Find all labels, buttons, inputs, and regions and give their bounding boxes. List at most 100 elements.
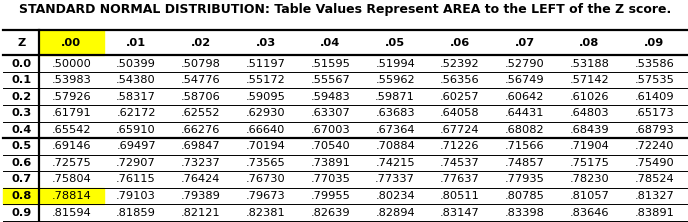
- Text: 0.2: 0.2: [11, 92, 31, 102]
- Text: .62930: .62930: [246, 108, 286, 118]
- Text: .71226: .71226: [440, 141, 480, 151]
- Text: .78230: .78230: [570, 174, 610, 184]
- Text: .70194: .70194: [246, 141, 286, 151]
- Text: .62552: .62552: [181, 108, 221, 118]
- Text: .64431: .64431: [505, 108, 544, 118]
- Text: 0.8: 0.8: [11, 191, 32, 201]
- Text: .81859: .81859: [116, 208, 156, 218]
- Text: .65542: .65542: [52, 125, 91, 135]
- Text: .66640: .66640: [246, 125, 286, 135]
- Text: .52790: .52790: [505, 59, 545, 69]
- Text: .57926: .57926: [52, 92, 92, 102]
- Text: .70540: .70540: [310, 141, 350, 151]
- Text: .01: .01: [126, 38, 146, 48]
- Text: .53983: .53983: [52, 75, 92, 85]
- Text: .75175: .75175: [570, 158, 610, 168]
- Text: .62172: .62172: [116, 108, 156, 118]
- Text: .59095: .59095: [246, 92, 286, 102]
- Text: .83147: .83147: [440, 208, 480, 218]
- Text: .55172: .55172: [246, 75, 286, 85]
- Text: .60642: .60642: [505, 92, 544, 102]
- Text: 0.0: 0.0: [11, 59, 31, 69]
- Text: .56749: .56749: [505, 75, 544, 85]
- Text: .61026: .61026: [570, 92, 610, 102]
- Text: 0.9: 0.9: [11, 208, 32, 218]
- Text: .50000: .50000: [52, 59, 92, 69]
- Text: .79673: .79673: [246, 191, 286, 201]
- Text: .68439: .68439: [570, 125, 610, 135]
- Text: .58706: .58706: [181, 92, 221, 102]
- Text: .80234: .80234: [376, 191, 415, 201]
- Text: .58317: .58317: [116, 92, 156, 102]
- Text: .06: .06: [450, 38, 470, 48]
- Text: .61409: .61409: [634, 92, 674, 102]
- Text: .74537: .74537: [440, 158, 480, 168]
- Text: .07: .07: [515, 38, 535, 48]
- Text: .80511: .80511: [440, 191, 480, 201]
- Text: 0.5: 0.5: [11, 141, 31, 151]
- Text: .76115: .76115: [116, 174, 156, 184]
- Text: .59871: .59871: [375, 92, 415, 102]
- Text: .81057: .81057: [570, 191, 610, 201]
- Text: .73891: .73891: [310, 158, 350, 168]
- Text: 0.1: 0.1: [11, 75, 31, 85]
- Text: .05: .05: [385, 38, 405, 48]
- Text: .65910: .65910: [116, 125, 156, 135]
- Text: 0.7: 0.7: [11, 174, 31, 184]
- Text: .60257: .60257: [440, 92, 480, 102]
- Text: .72907: .72907: [116, 158, 156, 168]
- Text: .81594: .81594: [52, 208, 92, 218]
- Text: .53188: .53188: [570, 59, 610, 69]
- Text: .82121: .82121: [181, 208, 221, 218]
- Text: .78814: .78814: [52, 191, 92, 201]
- Text: .75490: .75490: [634, 158, 674, 168]
- Text: .69847: .69847: [181, 141, 221, 151]
- Text: 0.6: 0.6: [11, 158, 32, 168]
- Text: .69497: .69497: [116, 141, 156, 151]
- Text: .02: .02: [191, 38, 211, 48]
- Text: .79955: .79955: [310, 191, 350, 201]
- Bar: [39, 188, 104, 204]
- Text: .67003: .67003: [310, 125, 350, 135]
- Text: .67364: .67364: [376, 125, 415, 135]
- Text: 0.3: 0.3: [11, 108, 32, 118]
- Text: .77035: .77035: [310, 174, 350, 184]
- Text: .79103: .79103: [116, 191, 156, 201]
- Text: .51595: .51595: [310, 59, 350, 69]
- Text: STANDARD NORMAL DISTRIBUTION: Table Values Represent AREA to the LEFT of the Z s: STANDARD NORMAL DISTRIBUTION: Table Valu…: [19, 3, 671, 16]
- Text: .64803: .64803: [570, 108, 610, 118]
- Text: Z: Z: [17, 38, 25, 48]
- Text: .74857: .74857: [505, 158, 545, 168]
- Text: .75804: .75804: [52, 174, 92, 184]
- Text: .51994: .51994: [375, 59, 415, 69]
- Text: .76730: .76730: [246, 174, 286, 184]
- Text: .83398: .83398: [505, 208, 545, 218]
- Text: .65173: .65173: [634, 108, 674, 118]
- Text: .82381: .82381: [246, 208, 286, 218]
- Text: .57535: .57535: [634, 75, 674, 85]
- Text: .77637: .77637: [440, 174, 480, 184]
- Text: .68793: .68793: [634, 125, 674, 135]
- Text: 0.4: 0.4: [11, 125, 32, 135]
- Text: .57142: .57142: [570, 75, 610, 85]
- Text: .55962: .55962: [376, 75, 415, 85]
- Text: .78524: .78524: [634, 174, 674, 184]
- Text: .71904: .71904: [570, 141, 610, 151]
- Text: .08: .08: [579, 38, 600, 48]
- Text: .73237: .73237: [181, 158, 221, 168]
- Text: .54776: .54776: [181, 75, 221, 85]
- Text: .72575: .72575: [52, 158, 92, 168]
- Text: .55567: .55567: [310, 75, 350, 85]
- Bar: [39, 30, 104, 55]
- Text: .53586: .53586: [634, 59, 674, 69]
- Text: .83646: .83646: [570, 208, 610, 218]
- Text: .63683: .63683: [376, 108, 415, 118]
- Text: .73565: .73565: [246, 158, 286, 168]
- Text: .50399: .50399: [116, 59, 156, 69]
- Text: .63307: .63307: [310, 108, 350, 118]
- Text: .69146: .69146: [52, 141, 91, 151]
- Text: .76424: .76424: [181, 174, 221, 184]
- Text: .03: .03: [255, 38, 276, 48]
- Text: .51197: .51197: [246, 59, 286, 69]
- Text: .81327: .81327: [634, 191, 674, 201]
